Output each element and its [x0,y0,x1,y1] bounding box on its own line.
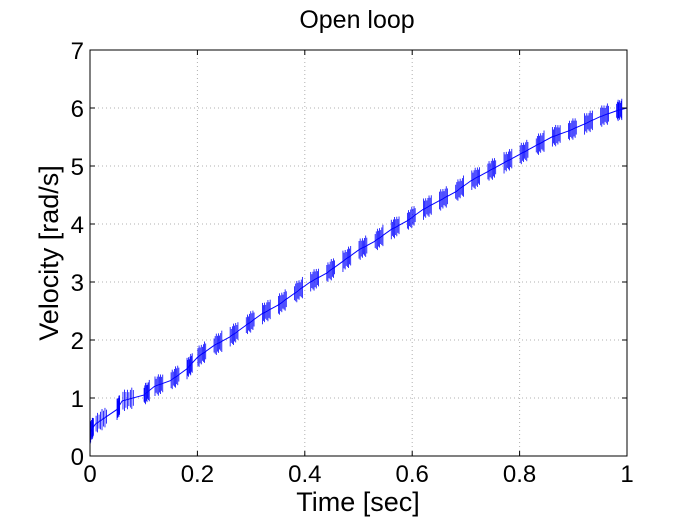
y-tick-label: 3 [71,270,84,297]
velocity-line [89,107,628,435]
y-tick-label: 1 [71,386,84,413]
chart-title: Open loop [299,6,414,34]
x-axis-label: Time [sec] [296,487,420,517]
y-tick-labels: 0 1 2 3 4 5 6 7 [71,38,84,471]
data-series [89,98,628,444]
y-tick-label: 0 [71,444,84,471]
x-tick-label: 0.4 [288,461,321,488]
plot-area-frame [89,49,628,457]
y-axis-label: Velocity [rad/s] [34,165,64,341]
x-tick-label: 0 [83,461,96,488]
x-tick-label: 0.8 [503,461,536,488]
x-tick-label: 0.6 [396,461,429,488]
y-tick-label: 6 [71,96,84,123]
x-tick-labels: 0 0.2 0.4 0.6 0.8 1 [83,461,633,488]
y-tick-label: 2 [71,328,84,355]
y-tick-label: 4 [71,212,84,239]
grid [90,50,627,456]
y-tick-label: 5 [71,154,84,181]
y-tick-label: 7 [71,38,84,65]
axis-ticks [89,49,628,457]
x-tick-label: 1 [620,461,633,488]
x-tick-label: 0.2 [181,461,214,488]
